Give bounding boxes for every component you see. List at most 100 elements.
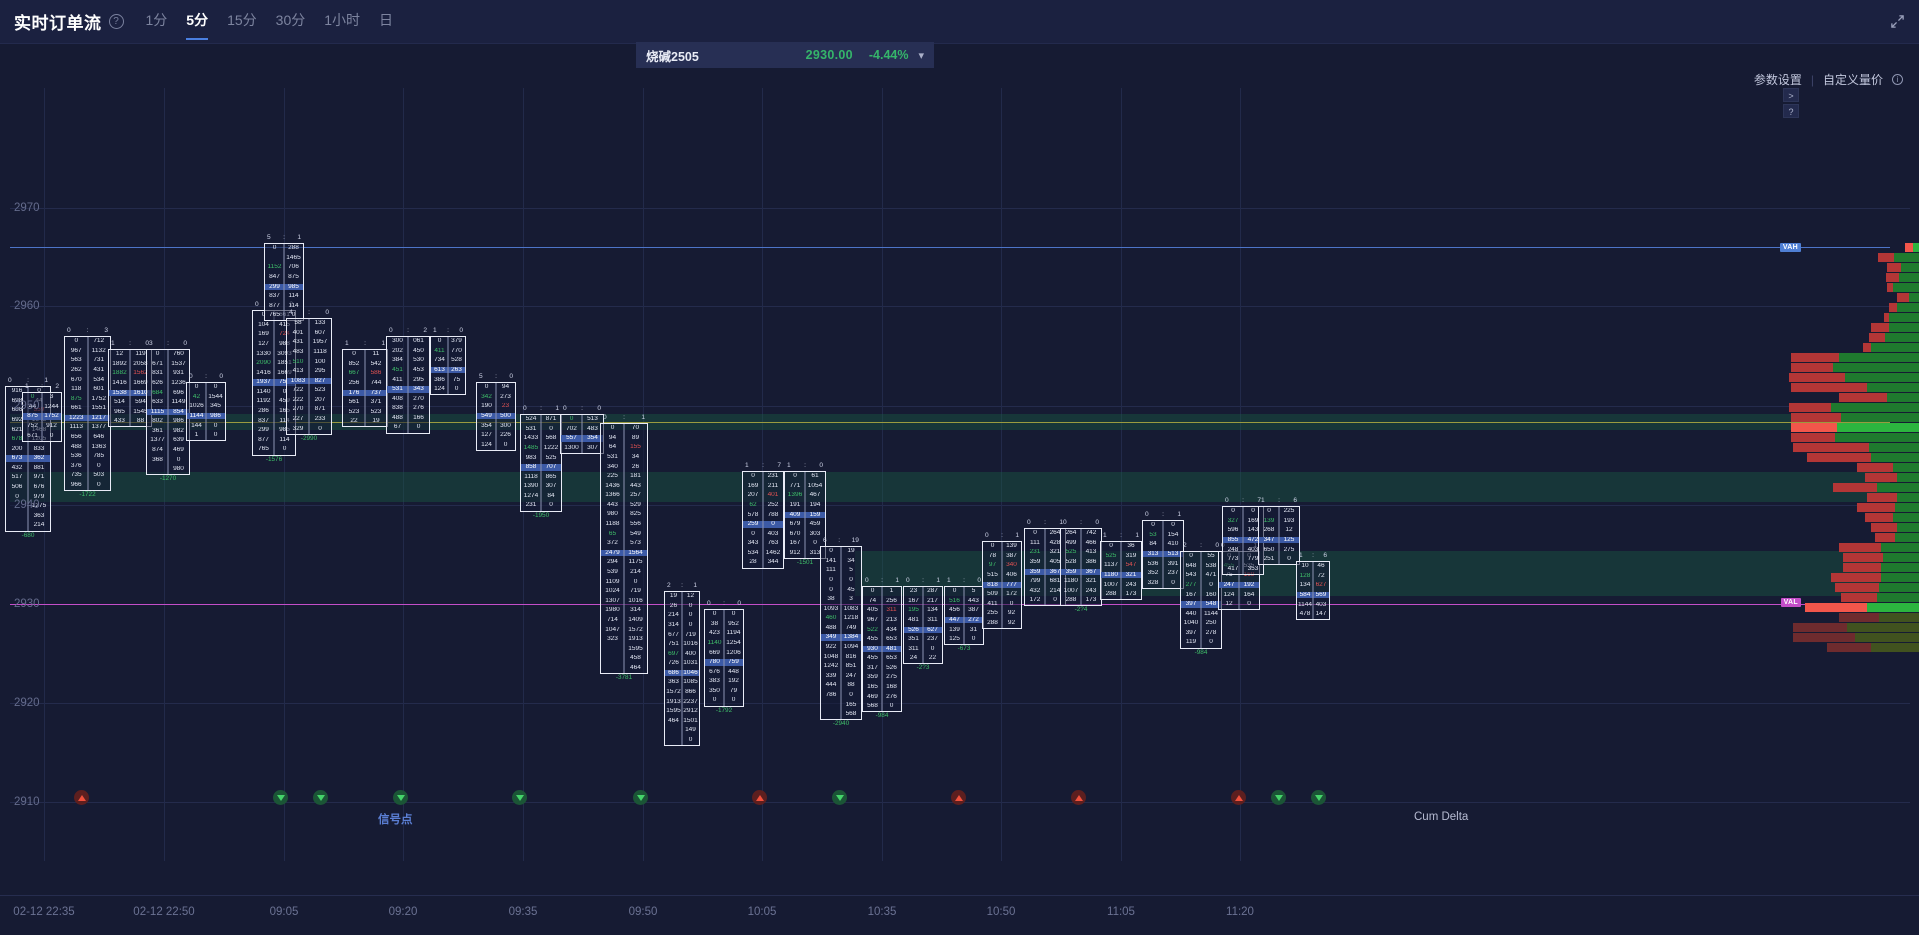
period-tab-0[interactable]: 1分: [145, 12, 168, 28]
volume-profile-buy-bar: [1847, 623, 1919, 632]
volume-profile-row: [1871, 323, 1919, 332]
footprint-row: 633 1149: [147, 398, 189, 408]
volume-profile-sell-bar: [1865, 513, 1893, 522]
ask-volume: 573: [630, 540, 641, 547]
expand-icon[interactable]: [1890, 14, 1905, 29]
triangle-down-icon: [396, 794, 405, 801]
signal-marker-up[interactable]: [951, 790, 966, 805]
footprint-row: 1275: [6, 502, 50, 512]
param-settings-button[interactable]: 参数设置: [1753, 73, 1802, 87]
bid-volume: 0: [829, 548, 833, 555]
footprint-block[interactable]: 0:0 0 0 42 1544 1026 345 1144 986 144 0 1 0: [186, 373, 226, 442]
volume-profile-row: [1831, 573, 1919, 582]
footprint-block[interactable]: 0:0 0 513 702 483 557 354 1300 307: [560, 405, 604, 454]
period-tab-4[interactable]: 1小时: [324, 12, 361, 28]
footprint-block[interactable]: 0:0 0 0 38 952 423 1194 1140 1254 669 1206 780 759 67…: [704, 600, 744, 714]
footprint-block[interactable]: 0:2 300 061 202 450 384 530 451 453 411 295 531 343 4…: [386, 327, 430, 434]
ask-volume: 851: [845, 663, 857, 670]
footprint-block[interactable]: 1:6 10 46 128 72 134 627 584 569 1144 403 478 147: [1296, 552, 1330, 621]
footprint-block[interactable]: 1:6 0 225 139 193 268 12 347 125 650 275 251 0: [1258, 497, 1300, 566]
footprint-block[interactable]: 1:2 0 3 44 1244 875 1752 752 912 671 0: [22, 383, 62, 442]
chevron-down-icon[interactable]: ▾: [918, 49, 924, 62]
imbalance-separator: :: [407, 327, 409, 334]
signal-marker-down[interactable]: [273, 790, 288, 805]
footprint-row: 167 217: [904, 596, 942, 606]
footprint-row: 376 0: [65, 461, 110, 471]
footprint-row: 483 1118: [287, 347, 331, 357]
bid-volume: 858: [521, 464, 541, 471]
footprint-block[interactable]: 0:1 0 70 94 89 64 155 531 34 340 26 225 181 1436 443 13…: [600, 414, 648, 681]
custom-vol-price-button[interactable]: 自定义量价: [1822, 73, 1883, 87]
footprint-block[interactable]: 5:1 0 288 1465 1152 706 847 875 299 985 837 114 877 1…: [264, 234, 304, 322]
footprint-block[interactable]: 2:0 0 55 648 538 543 471 277 0 167 160 397 548 440 114…: [1180, 542, 1222, 656]
period-tab-3[interactable]: 30分: [275, 12, 306, 28]
signal-marker-down[interactable]: [1271, 790, 1286, 805]
footprint-row: 64 155: [601, 443, 647, 453]
ask-volume: 586: [370, 370, 382, 377]
signal-marker-down[interactable]: [832, 790, 847, 805]
footprint-block[interactable]: 1:1 0 11 852 542 667 586 256 744 176 737 561 371 523 5…: [342, 340, 388, 428]
ask-volume: 276: [886, 693, 897, 700]
signal-marker-down[interactable]: [393, 790, 408, 805]
footprint-block[interactable]: 0:1 23 287 167 217 195 134 481 311 526 627 351 237 31…: [903, 577, 943, 672]
bid-volume: 1083: [287, 377, 309, 385]
bid-volume: 543: [1185, 572, 1197, 579]
symbol-selector[interactable]: 烧碱2505 2930.00 -4.44% ▾: [636, 42, 934, 68]
footprint-block[interactable]: 4:0 58 133 401 607 431 1957 483 1118 510 100 413 295…: [286, 309, 332, 442]
period-tab-5[interactable]: 日: [379, 12, 394, 28]
footprint-block[interactable]: 0: 1 524 871 531 0 1433 568 1485 1222 983 525 858 707…: [520, 405, 562, 519]
bid-volume: 411: [987, 600, 998, 607]
footprint-row: 417 353: [1223, 564, 1263, 574]
volume-profile-row: [1839, 543, 1919, 552]
ask-volume: 1094: [843, 644, 859, 651]
help-icon[interactable]: ?: [108, 14, 124, 29]
signal-marker-down[interactable]: [633, 790, 648, 805]
ask-volume: 295: [314, 368, 326, 375]
mini-button-0[interactable]: >: [1783, 88, 1799, 102]
period-tab-1[interactable]: 5分: [186, 10, 208, 40]
signal-marker-down[interactable]: [512, 790, 527, 805]
imbalance-ask-count: 1: [555, 405, 559, 412]
footprint-row: 613 263: [431, 365, 465, 375]
footprint-block[interactable]: 1:0 0 379 411 770 734 528 613 263 386 75 124 0: [430, 327, 466, 396]
footprint-row: 134 627: [1297, 581, 1329, 591]
bid-volume: 875: [23, 413, 42, 420]
footprint-block[interactable]: 0:7 0 0 327 169 596 143 855 472 248 403 773 779 417 35…: [1222, 497, 1264, 575]
imbalance-ask-count: 2: [55, 383, 59, 390]
footprint-block[interactable]: 6:19 0 19 141 34 111 5 0 0 0 45 38 3 1093 1083 460 1218 4…: [820, 537, 862, 728]
signal-marker-down[interactable]: [313, 790, 328, 805]
signal-marker-up[interactable]: [752, 790, 767, 805]
footprint-block[interactable]: 3:0 0 760 671 1537 831 931 626 1236 684 696 633 1149…: [146, 340, 190, 483]
bid-volume: 1144: [187, 412, 206, 420]
signal-marker-up[interactable]: [74, 790, 89, 805]
footprint-block[interactable]: 2:1 19 12 26 0 214 0 314 0 677 719 751 1016 697 400 726…: [664, 582, 700, 747]
footprint-row: 847 875: [265, 272, 303, 282]
signal-marker-up[interactable]: [1231, 790, 1246, 805]
chart-plot-area[interactable]: 0:19160698446865596921645621146867812052…: [0, 88, 1919, 894]
footprint-block[interactable]: 0:1 0 0 53 154 84 410 313 513 536 391 352 237 328 0: [1142, 511, 1184, 589]
footprint-block[interactable]: 5:0 0 94 342 273 190 23 549 500 354 300 127 226 124 0: [476, 373, 516, 451]
footprint-block[interactable]: 1:0 12 119 1892 2058 1882 1562 1416 1669 1538 1610…: [108, 340, 152, 428]
footprint-block[interactable]: 1:7 0 231 169 211 207 401 62 252 578 788 259 0 0 403 34…: [742, 462, 784, 569]
footprint-row: 481 311: [904, 615, 942, 625]
mini-button-1[interactable]: ?: [1783, 104, 1799, 118]
volume-profile-buy-bar: [1871, 643, 1919, 652]
ask-volume: 464: [630, 664, 641, 671]
footprint-row: 1140 1254: [705, 638, 743, 648]
signal-marker-down[interactable]: [1311, 790, 1326, 805]
ask-volume: 307: [545, 483, 557, 490]
period-tab-2[interactable]: 15分: [227, 12, 257, 28]
footprint-block[interactable]: 0:1 0 139 78 387 97 340 515 406 818 777 509 172 411 0 2…: [982, 532, 1022, 629]
footprint-block[interactable]: 0:1 0 1 74 256 405 311 967 213 522 434 455 653 930 481…: [862, 577, 902, 720]
signal-marker-up[interactable]: [1071, 790, 1086, 805]
volume-profile-buy-bar: [1894, 253, 1919, 262]
info-icon[interactable]: i: [1892, 74, 1903, 85]
footprint-block[interactable]: 1:1 0 36 525 319 1137 547 1180 321 1007 243 288 173: [1100, 532, 1142, 601]
bid-volume: 0: [829, 576, 833, 583]
volume-profile-buy-bar: [1909, 293, 1919, 302]
footprint-block[interactable]: 1:0 0 5 516 443 456 387 447 272 139 31 125 0 -673: [944, 577, 984, 653]
footprint-block[interactable]: 0: 0 264 742 499 466 525 413 528 386 359 367 1180 321…: [1060, 519, 1102, 614]
footprint-block[interactable]: 1:0 0 61 771 1054 1396 467 191 194 409 159 679 459 67…: [784, 462, 826, 566]
footprint-row: 383 192: [705, 677, 743, 687]
footprint-block[interactable]: 0:3 0 712 967 1132 563 731 262 431 670 534 118 601 87…: [64, 327, 111, 499]
